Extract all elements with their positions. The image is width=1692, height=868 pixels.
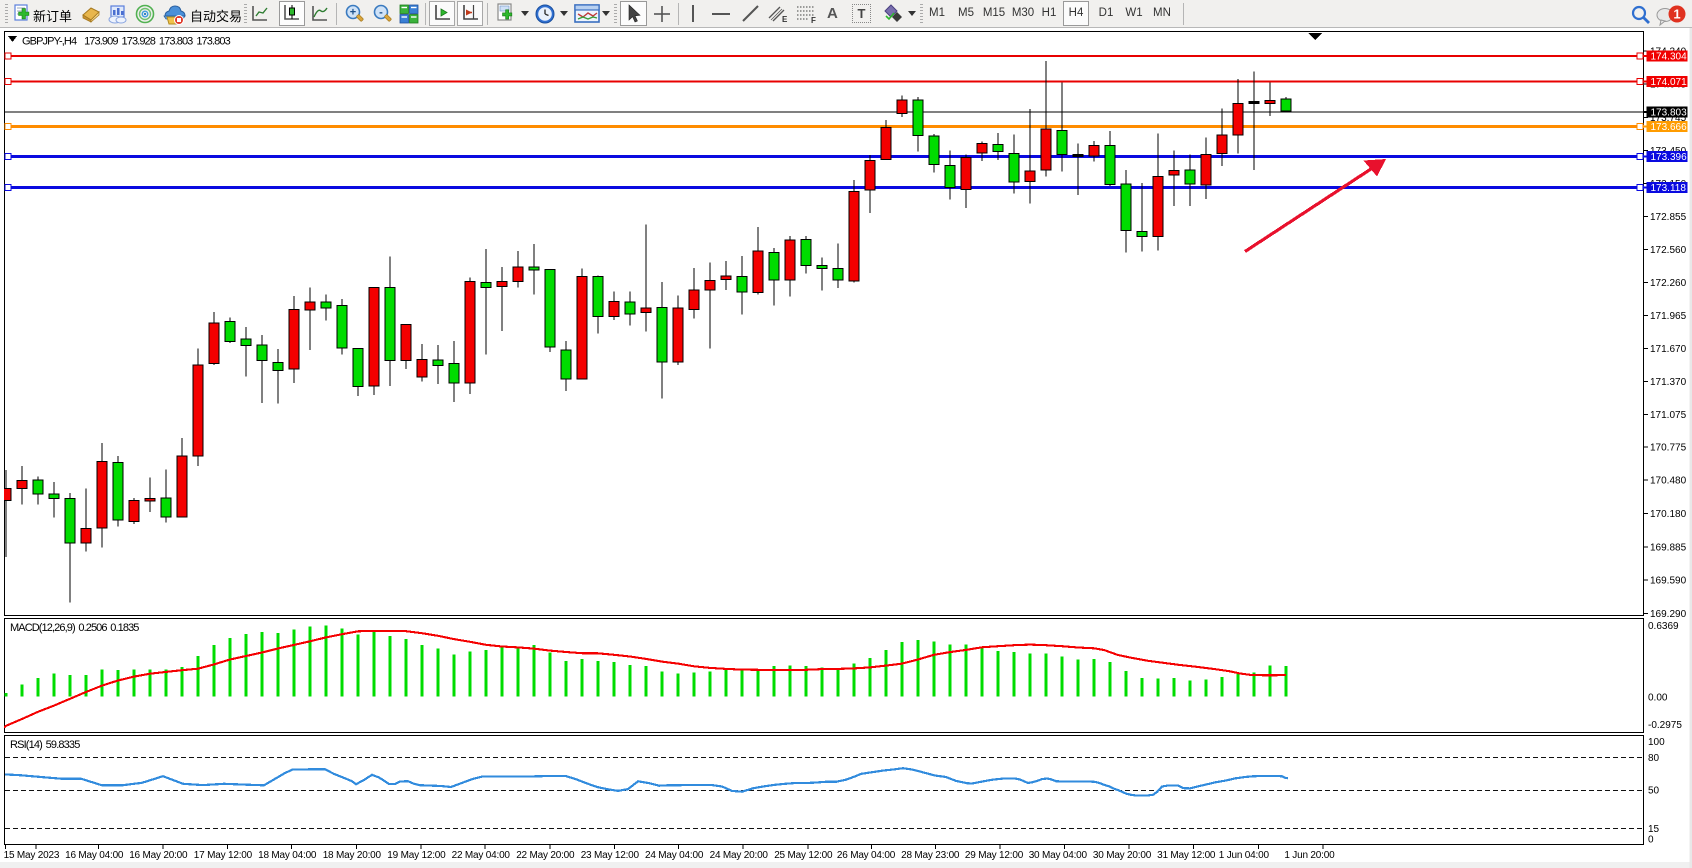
svg-text:22 May 04:00: 22 May 04:00: [452, 850, 511, 861]
svg-text:169.885: 169.885: [1650, 542, 1687, 553]
svg-text:17 May 12:00: 17 May 12:00: [194, 850, 253, 861]
svg-text:15 May 2023: 15 May 2023: [4, 850, 60, 861]
svg-text:29 May 12:00: 29 May 12:00: [965, 850, 1024, 861]
svg-text:173.396: 173.396: [1651, 152, 1688, 163]
svg-text:-: -: [379, 7, 383, 19]
svg-text:172.855: 172.855: [1650, 212, 1687, 223]
svg-text:RSI(14) 59.8335: RSI(14) 59.8335: [10, 739, 80, 751]
svg-text:F: F: [811, 16, 816, 25]
svg-text:31 May 12:00: 31 May 12:00: [1157, 850, 1216, 861]
svg-text:E: E: [782, 15, 788, 24]
svg-text:18 May 04:00: 18 May 04:00: [258, 850, 317, 861]
svg-text:18 May 20:00: 18 May 20:00: [323, 850, 382, 861]
svg-text:30 May 20:00: 30 May 20:00: [1093, 850, 1152, 861]
svg-text:174.071: 174.071: [1651, 77, 1688, 88]
svg-text:24 May 04:00: 24 May 04:00: [645, 850, 704, 861]
svg-text:30 May 04:00: 30 May 04:00: [1029, 850, 1088, 861]
svg-text:0.6369: 0.6369: [1648, 621, 1679, 632]
svg-text:0.00: 0.00: [1648, 693, 1668, 704]
svg-text:22 May 20:00: 22 May 20:00: [516, 850, 575, 861]
svg-text:169.290: 169.290: [1650, 609, 1687, 620]
svg-text:172.560: 172.560: [1650, 245, 1687, 256]
svg-text:173.666: 173.666: [1651, 122, 1688, 133]
svg-text:172.260: 172.260: [1650, 278, 1687, 289]
svg-text:1: 1: [1673, 7, 1680, 22]
svg-text:MACD(12,26,9) 0.2506 0.1835: MACD(12,26,9) 0.2506 0.1835: [10, 622, 139, 634]
svg-text:19 May 12:00: 19 May 12:00: [387, 850, 446, 861]
svg-text:80: 80: [1648, 753, 1660, 764]
svg-text:1 Jun 20:00: 1 Jun 20:00: [1284, 850, 1335, 861]
svg-text:16 May 20:00: 16 May 20:00: [129, 850, 188, 861]
svg-text:15: 15: [1648, 824, 1660, 835]
svg-text:25 May 12:00: 25 May 12:00: [774, 850, 833, 861]
svg-text:+: +: [350, 7, 356, 19]
svg-text:174.304: 174.304: [1651, 52, 1688, 63]
svg-text:28 May 23:00: 28 May 23:00: [901, 850, 960, 861]
svg-text:GBPJPY-,H4 173.909 173.928 17: GBPJPY-,H4 173.909 173.928 173.803 173.8…: [22, 36, 231, 48]
svg-text:170.180: 170.180: [1650, 509, 1687, 520]
svg-text:171.370: 171.370: [1650, 377, 1687, 388]
svg-text:170.775: 170.775: [1650, 443, 1687, 454]
svg-text:173.803: 173.803: [1651, 108, 1688, 119]
svg-text:26 May 04:00: 26 May 04:00: [837, 850, 896, 861]
svg-text:173.118: 173.118: [1651, 183, 1687, 194]
svg-text:16 May 04:00: 16 May 04:00: [65, 850, 124, 861]
svg-text:173.745: 173.745: [1650, 113, 1687, 124]
svg-text:171.075: 171.075: [1650, 410, 1687, 421]
svg-text:170.480: 170.480: [1650, 476, 1687, 487]
svg-text:50: 50: [1648, 786, 1660, 797]
svg-text:1 Jun 04:00: 1 Jun 04:00: [1219, 850, 1270, 861]
svg-text:-0.2975: -0.2975: [1648, 720, 1682, 731]
svg-text:171.670: 171.670: [1650, 344, 1687, 355]
svg-text:23 May 12:00: 23 May 12:00: [581, 850, 640, 861]
svg-text:24 May 20:00: 24 May 20:00: [710, 850, 769, 861]
svg-text:100: 100: [1648, 737, 1665, 748]
svg-text:171.965: 171.965: [1650, 311, 1687, 322]
svg-text:0: 0: [1648, 835, 1654, 846]
svg-text:169.590: 169.590: [1650, 575, 1687, 586]
